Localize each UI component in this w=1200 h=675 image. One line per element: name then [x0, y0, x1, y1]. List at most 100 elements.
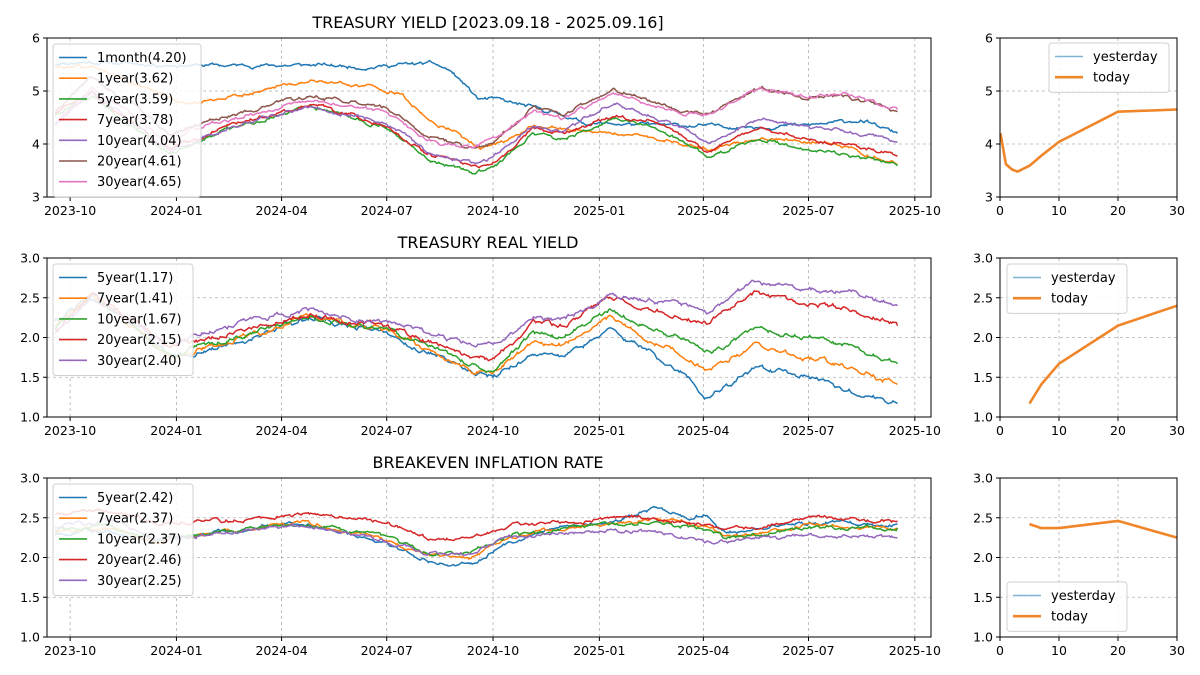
x-tick-label: 2025-10 — [889, 643, 941, 658]
panel-real: 2023-10 2024-01 2024-04 2024-07 2024-10 2025-… — [20, 251, 941, 439]
y-tick-label: 2.0 — [973, 550, 993, 565]
legend-entry: 10year(1.67) — [97, 312, 182, 327]
y-tick-label: 4 — [32, 137, 40, 152]
x-tick-label: 2024-10 — [467, 203, 519, 218]
x-tick-label: 30 — [1169, 203, 1185, 218]
x-tick-label: 2023-10 — [44, 203, 96, 218]
y-tick-label: 2.5 — [973, 510, 993, 525]
y-tick-label: 3.0 — [20, 471, 40, 486]
series-line-5year — [54, 293, 898, 405]
x-tick-label: 2024-10 — [467, 423, 519, 438]
legend-box — [1006, 263, 1128, 314]
legend-entry: yesterday — [1093, 50, 1158, 65]
x-tick-label: 2025-07 — [782, 643, 834, 658]
x-tick-label: 2025-01 — [573, 203, 625, 218]
y-tick-label: 3.0 — [20, 251, 40, 266]
y-tick-label: 2.5 — [973, 290, 993, 305]
legend-entry: 30year(4.65) — [97, 175, 182, 190]
y-tick-label: 3 — [32, 190, 40, 205]
x-tick-label: 10 — [1051, 423, 1067, 438]
x-tick-label: 2024-10 — [467, 643, 519, 658]
x-tick-label: 2024-01 — [150, 423, 202, 438]
y-tick-label: 1.5 — [20, 590, 40, 605]
y-tick-label: 2.0 — [20, 550, 40, 565]
panel-nominal: 2023-10 2024-01 2024-04 2024-07 2024-10 2025-… — [32, 31, 941, 219]
legend-entry: 10year(2.37) — [97, 532, 182, 547]
legend-entry: 20year(2.46) — [97, 553, 182, 568]
x-tick-label: 2024-04 — [255, 423, 307, 438]
x-tick-label: 2024-07 — [361, 643, 413, 658]
curve-line-today — [1029, 519, 1178, 539]
legend-entry: 20year(2.15) — [97, 333, 182, 348]
x-tick-label: 10 — [1051, 643, 1067, 658]
legend-entry: 5year(1.17) — [97, 271, 173, 286]
y-tick-label: 2.0 — [973, 330, 993, 345]
y-tick-label: 5 — [32, 84, 40, 99]
y-tick-label: 5 — [985, 84, 993, 99]
series-line-30year — [54, 517, 898, 557]
x-tick-label: 2025-04 — [677, 643, 729, 658]
y-tick-label: 3.0 — [973, 251, 993, 266]
legend-box — [52, 483, 194, 596]
x-tick-label: 20 — [1110, 203, 1126, 218]
legend-entry: 5year(2.42) — [97, 491, 173, 506]
x-tick-label: 10 — [1051, 203, 1067, 218]
y-tick-label: 1.0 — [973, 410, 993, 425]
x-tick-label: 2025-10 — [889, 203, 941, 218]
y-tick-label: 2.0 — [20, 330, 40, 345]
curve-line-today — [999, 108, 1178, 173]
series-line-20year — [54, 289, 899, 362]
legend-entry: 20year(4.61) — [97, 155, 182, 170]
y-tick-label: 2.5 — [20, 290, 40, 305]
x-tick-label: 20 — [1110, 423, 1126, 438]
legend-entry: 7year(1.41) — [97, 292, 173, 307]
curve-line-today — [1028, 304, 1178, 405]
x-tick-label: 30 — [1169, 643, 1185, 658]
legend-entry: yesterday — [1051, 271, 1116, 286]
legend-entry: 1month(4.20) — [97, 51, 187, 66]
x-tick-label: 30 — [1169, 423, 1185, 438]
legend-entry: 5year(3.59) — [97, 92, 173, 107]
y-tick-label: 1.5 — [20, 370, 40, 385]
series-line-20year — [54, 507, 898, 542]
legend-entry: 7year(3.78) — [97, 113, 173, 128]
y-tick-label: 3 — [985, 190, 993, 205]
legend-entry: yesterday — [1051, 589, 1116, 604]
x-tick-label: 2025-01 — [573, 423, 625, 438]
x-tick-label: 2025-10 — [889, 423, 941, 438]
y-tick-label: 1.0 — [20, 410, 40, 425]
x-tick-label: 0 — [996, 423, 1004, 438]
x-tick-label: 2024-04 — [255, 203, 307, 218]
x-tick-label: 2025-04 — [677, 423, 729, 438]
y-tick-label: 6 — [985, 31, 993, 46]
legend-entry: today — [1051, 292, 1088, 307]
y-tick-label: 3.0 — [973, 471, 993, 486]
legend-entry: 30year(2.40) — [97, 354, 182, 369]
legend-entry: today — [1093, 71, 1130, 86]
x-tick-label: 2023-10 — [44, 423, 96, 438]
plot-frame — [46, 37, 932, 198]
legend-box — [52, 263, 194, 376]
chart-title-real: TREASURY REAL YIELD — [397, 233, 579, 252]
y-tick-label: 4 — [985, 137, 993, 152]
series-line-10year — [55, 519, 899, 557]
legend-entry: today — [1051, 610, 1088, 625]
y-tick-label: 2.5 — [20, 510, 40, 525]
curve-line-yesterday — [1028, 305, 1178, 404]
y-tick-label: 1.5 — [973, 590, 993, 605]
panel-real-curve: 0 10 20 30 1.0 1.5 2.0 2.5 3.0 yesterday today — [973, 251, 1185, 439]
x-tick-label: 2025-04 — [677, 203, 729, 218]
legend-entry: 7year(2.37) — [97, 512, 173, 527]
x-tick-label: 2025-01 — [573, 643, 625, 658]
x-tick-label: 2024-01 — [150, 643, 202, 658]
legend-entry: 1year(3.62) — [97, 72, 173, 87]
x-tick-label: 20 — [1110, 643, 1126, 658]
y-tick-label: 1.0 — [973, 630, 993, 645]
y-tick-label: 1.5 — [973, 370, 993, 385]
series-line-30year — [54, 279, 898, 348]
x-tick-label: 0 — [996, 643, 1004, 658]
y-tick-label: 1.0 — [20, 630, 40, 645]
x-tick-label: 2023-10 — [44, 643, 96, 658]
plot-frame — [999, 37, 1178, 198]
